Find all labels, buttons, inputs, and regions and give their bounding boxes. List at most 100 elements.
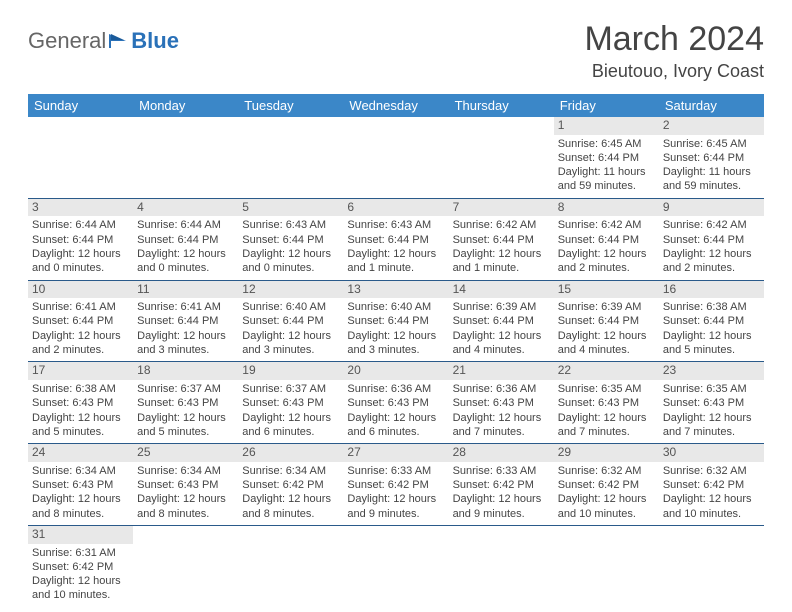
calendar-day-cell: 9Sunrise: 6:42 AMSunset: 6:44 PMDaylight…	[659, 198, 764, 280]
sunrise-text: Sunrise: 6:32 AM	[663, 464, 760, 478]
sunrise-text: Sunrise: 6:38 AM	[32, 382, 129, 396]
daylight-text: Daylight: 12 hours and 8 minutes.	[32, 492, 129, 521]
calendar-day-cell	[133, 117, 238, 198]
day-number: 6	[343, 199, 448, 217]
daylight-text: Daylight: 12 hours and 3 minutes.	[137, 329, 234, 358]
daylight-text: Daylight: 12 hours and 0 minutes.	[32, 247, 129, 276]
sunrise-text: Sunrise: 6:43 AM	[347, 218, 444, 232]
daylight-text: Daylight: 12 hours and 10 minutes.	[32, 574, 129, 603]
daylight-text: Daylight: 12 hours and 6 minutes.	[242, 411, 339, 440]
day-number: 17	[28, 362, 133, 380]
sunset-text: Sunset: 6:44 PM	[32, 314, 129, 328]
weekday-header: Thursday	[449, 94, 554, 117]
sunrise-text: Sunrise: 6:41 AM	[32, 300, 129, 314]
sunset-text: Sunset: 6:42 PM	[453, 478, 550, 492]
day-number: 7	[449, 199, 554, 217]
calendar-day-cell: 21Sunrise: 6:36 AMSunset: 6:43 PMDayligh…	[449, 362, 554, 444]
calendar-week-row: 17Sunrise: 6:38 AMSunset: 6:43 PMDayligh…	[28, 362, 764, 444]
day-details: Sunrise: 6:38 AMSunset: 6:44 PMDaylight:…	[659, 298, 764, 361]
calendar-week-row: 24Sunrise: 6:34 AMSunset: 6:43 PMDayligh…	[28, 444, 764, 526]
calendar-day-cell: 14Sunrise: 6:39 AMSunset: 6:44 PMDayligh…	[449, 280, 554, 362]
sunrise-text: Sunrise: 6:41 AM	[137, 300, 234, 314]
sunset-text: Sunset: 6:43 PM	[137, 478, 234, 492]
day-details: Sunrise: 6:40 AMSunset: 6:44 PMDaylight:…	[238, 298, 343, 361]
sunrise-text: Sunrise: 6:33 AM	[347, 464, 444, 478]
calendar-day-cell: 17Sunrise: 6:38 AMSunset: 6:43 PMDayligh…	[28, 362, 133, 444]
daylight-text: Daylight: 12 hours and 10 minutes.	[558, 492, 655, 521]
weekday-header-row: Sunday Monday Tuesday Wednesday Thursday…	[28, 94, 764, 117]
calendar-day-cell: 8Sunrise: 6:42 AMSunset: 6:44 PMDaylight…	[554, 198, 659, 280]
sunset-text: Sunset: 6:43 PM	[663, 396, 760, 410]
day-details: Sunrise: 6:38 AMSunset: 6:43 PMDaylight:…	[28, 380, 133, 443]
day-number: 5	[238, 199, 343, 217]
day-number: 18	[133, 362, 238, 380]
day-number: 25	[133, 444, 238, 462]
sunrise-text: Sunrise: 6:35 AM	[663, 382, 760, 396]
day-details: Sunrise: 6:43 AMSunset: 6:44 PMDaylight:…	[238, 216, 343, 279]
sunset-text: Sunset: 6:43 PM	[32, 396, 129, 410]
day-details: Sunrise: 6:42 AMSunset: 6:44 PMDaylight:…	[554, 216, 659, 279]
sunrise-text: Sunrise: 6:39 AM	[453, 300, 550, 314]
day-number: 12	[238, 281, 343, 299]
sunrise-text: Sunrise: 6:44 AM	[137, 218, 234, 232]
calendar-day-cell	[133, 525, 238, 606]
sunrise-text: Sunrise: 6:32 AM	[558, 464, 655, 478]
logo-text-blue: Blue	[131, 28, 179, 54]
daylight-text: Daylight: 12 hours and 6 minutes.	[347, 411, 444, 440]
sunrise-text: Sunrise: 6:42 AM	[558, 218, 655, 232]
calendar-week-row: 1Sunrise: 6:45 AMSunset: 6:44 PMDaylight…	[28, 117, 764, 198]
calendar-day-cell: 29Sunrise: 6:32 AMSunset: 6:42 PMDayligh…	[554, 444, 659, 526]
calendar-day-cell: 10Sunrise: 6:41 AMSunset: 6:44 PMDayligh…	[28, 280, 133, 362]
day-details: Sunrise: 6:36 AMSunset: 6:43 PMDaylight:…	[449, 380, 554, 443]
sunrise-text: Sunrise: 6:45 AM	[558, 137, 655, 151]
sunset-text: Sunset: 6:42 PM	[663, 478, 760, 492]
sunrise-text: Sunrise: 6:39 AM	[558, 300, 655, 314]
calendar-week-row: 31Sunrise: 6:31 AMSunset: 6:42 PMDayligh…	[28, 525, 764, 606]
day-details: Sunrise: 6:35 AMSunset: 6:43 PMDaylight:…	[554, 380, 659, 443]
calendar-day-cell: 15Sunrise: 6:39 AMSunset: 6:44 PMDayligh…	[554, 280, 659, 362]
day-details: Sunrise: 6:45 AMSunset: 6:44 PMDaylight:…	[659, 135, 764, 198]
day-details: Sunrise: 6:44 AMSunset: 6:44 PMDaylight:…	[133, 216, 238, 279]
day-number: 15	[554, 281, 659, 299]
daylight-text: Daylight: 12 hours and 4 minutes.	[453, 329, 550, 358]
calendar-day-cell: 12Sunrise: 6:40 AMSunset: 6:44 PMDayligh…	[238, 280, 343, 362]
calendar-day-cell	[343, 525, 448, 606]
calendar-day-cell: 6Sunrise: 6:43 AMSunset: 6:44 PMDaylight…	[343, 198, 448, 280]
calendar-day-cell	[554, 525, 659, 606]
day-number: 9	[659, 199, 764, 217]
calendar-day-cell: 5Sunrise: 6:43 AMSunset: 6:44 PMDaylight…	[238, 198, 343, 280]
daylight-text: Daylight: 12 hours and 5 minutes.	[663, 329, 760, 358]
calendar-day-cell: 13Sunrise: 6:40 AMSunset: 6:44 PMDayligh…	[343, 280, 448, 362]
day-details: Sunrise: 6:40 AMSunset: 6:44 PMDaylight:…	[343, 298, 448, 361]
daylight-text: Daylight: 12 hours and 0 minutes.	[242, 247, 339, 276]
daylight-text: Daylight: 12 hours and 5 minutes.	[32, 411, 129, 440]
flag-icon	[108, 32, 130, 50]
sunrise-text: Sunrise: 6:40 AM	[347, 300, 444, 314]
day-details: Sunrise: 6:33 AMSunset: 6:42 PMDaylight:…	[449, 462, 554, 525]
weekday-header: Friday	[554, 94, 659, 117]
sunset-text: Sunset: 6:43 PM	[558, 396, 655, 410]
day-number: 20	[343, 362, 448, 380]
calendar-day-cell: 1Sunrise: 6:45 AMSunset: 6:44 PMDaylight…	[554, 117, 659, 198]
day-number: 29	[554, 444, 659, 462]
day-number: 8	[554, 199, 659, 217]
daylight-text: Daylight: 11 hours and 59 minutes.	[663, 165, 760, 194]
day-number: 28	[449, 444, 554, 462]
sunset-text: Sunset: 6:44 PM	[347, 233, 444, 247]
daylight-text: Daylight: 12 hours and 2 minutes.	[663, 247, 760, 276]
month-title: March 2024	[584, 20, 764, 59]
sunset-text: Sunset: 6:42 PM	[242, 478, 339, 492]
daylight-text: Daylight: 12 hours and 3 minutes.	[347, 329, 444, 358]
daylight-text: Daylight: 12 hours and 1 minute.	[453, 247, 550, 276]
sunrise-text: Sunrise: 6:34 AM	[137, 464, 234, 478]
sunset-text: Sunset: 6:44 PM	[137, 233, 234, 247]
daylight-text: Daylight: 12 hours and 8 minutes.	[242, 492, 339, 521]
calendar-day-cell: 23Sunrise: 6:35 AMSunset: 6:43 PMDayligh…	[659, 362, 764, 444]
daylight-text: Daylight: 12 hours and 10 minutes.	[663, 492, 760, 521]
calendar-day-cell: 27Sunrise: 6:33 AMSunset: 6:42 PMDayligh…	[343, 444, 448, 526]
calendar-day-cell: 2Sunrise: 6:45 AMSunset: 6:44 PMDaylight…	[659, 117, 764, 198]
sunrise-text: Sunrise: 6:34 AM	[32, 464, 129, 478]
weekday-header: Sunday	[28, 94, 133, 117]
sunset-text: Sunset: 6:43 PM	[137, 396, 234, 410]
sunset-text: Sunset: 6:44 PM	[242, 233, 339, 247]
